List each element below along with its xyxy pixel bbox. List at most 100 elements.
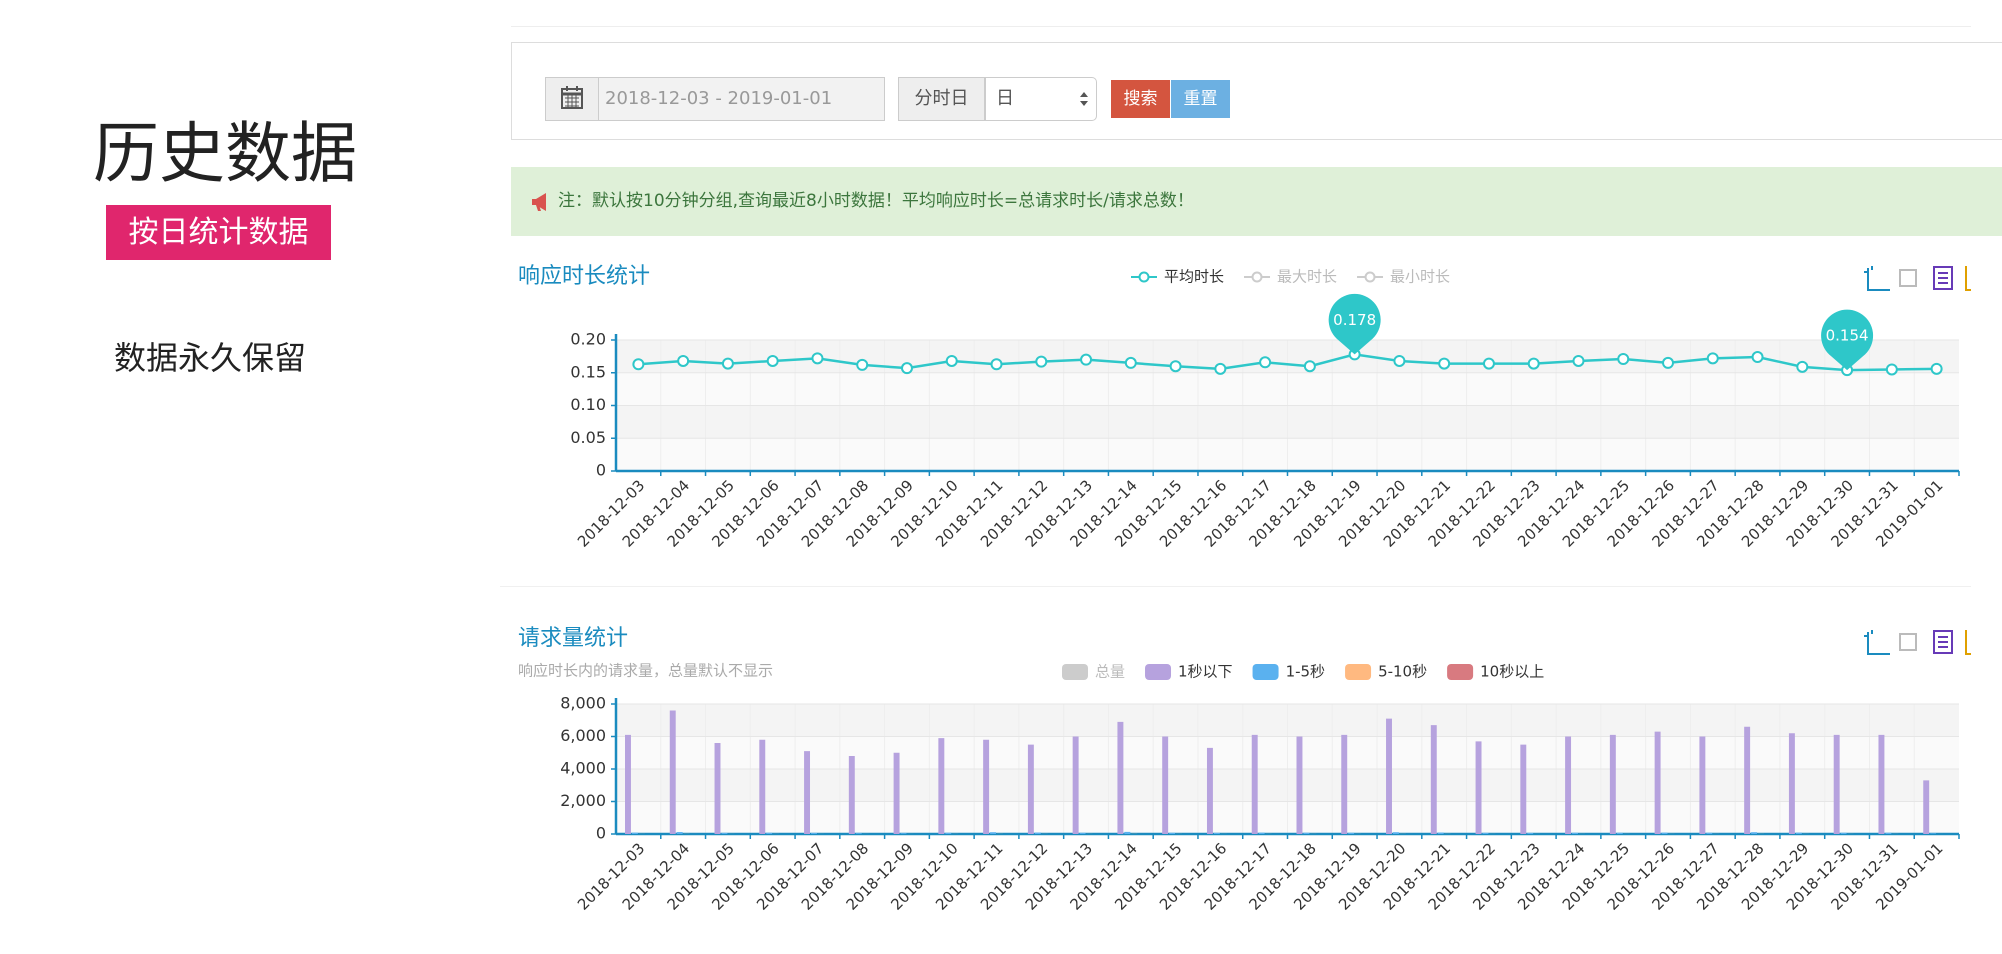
bar [855,833,862,834]
granularity-value: 日 [996,88,1014,109]
legend-label: 最小时长 [1390,268,1450,286]
granularity-select[interactable]: 日 [985,77,1097,121]
legend-icon [1447,664,1474,680]
point [1662,356,1675,369]
bar [1213,833,1220,834]
bar [1034,832,1041,834]
legend-label: 5-10秒 [1378,663,1427,681]
legend-label: 最大时长 [1277,268,1337,286]
bar [1251,734,1258,834]
bar [1437,832,1444,834]
bar [1572,832,1578,834]
point [1617,352,1630,365]
legend-icon [1252,664,1279,680]
bar [676,832,683,834]
legend-icon [1251,271,1263,283]
point [1482,357,1495,370]
point [1438,357,1451,370]
legend-label: 1-5秒 [1286,663,1326,681]
legend-icon [1345,664,1372,680]
bar [1482,833,1489,834]
chart-subtitle: 响应时长内的请求量，总量默认不显示 [518,662,773,680]
bar [1840,832,1847,834]
mark-pin [1328,293,1381,355]
bar [983,739,990,834]
chart-title: 请求量统计 [518,626,628,651]
bar [625,734,631,834]
point [1303,360,1316,373]
bar [1475,741,1482,834]
y-tick-label: 0.05 [570,428,606,447]
point [900,362,913,375]
bar [1706,832,1713,834]
bar [1430,725,1437,834]
bar [945,832,952,834]
bar [1386,718,1392,834]
bar [1303,832,1310,834]
bar [1661,832,1668,834]
bar [1878,734,1885,834]
point [1214,362,1227,375]
point [1751,351,1764,364]
bar [1885,832,1892,834]
notice-text: 注：默认按10分钟分组,查询最近8小时数据！平均响应时长=总请求时长/请求总数！ [558,191,1194,211]
y-tick-label: 0 [596,824,606,843]
bar [1744,726,1751,834]
notice [511,167,2002,236]
legend-label: 总量 [1095,663,1125,681]
bar [1527,833,1534,834]
legend-icon [1138,271,1150,283]
bar [714,743,721,834]
point [677,354,690,367]
megaphone-icon [532,193,546,211]
mark-pin [1821,309,1874,371]
bar [631,832,638,834]
point [1035,355,1048,368]
top-divider [511,26,1971,27]
select-arrows [1080,92,1088,106]
bar [759,739,766,834]
calendar-icon [561,86,583,109]
bar [1699,736,1706,834]
point [632,358,645,371]
bar [1072,736,1079,834]
sidebar-title: 历史数据 [93,115,357,192]
point [1930,362,1943,375]
bar [848,756,855,834]
bar [1341,734,1348,834]
y-tick-label: 6,000 [560,726,606,745]
y-tick-label: 0 [596,461,606,480]
bar [1923,780,1930,834]
point [990,358,1003,371]
legend-label: 10秒以上 [1480,663,1544,681]
legend-icon [1145,664,1172,680]
date-range-input[interactable]: 2018-12-03 - 2019-01-01 [599,77,885,121]
y-tick-label: 0.15 [570,362,606,381]
chart-title: 响应时长统计 [518,264,650,289]
toolbox [1864,266,1971,655]
reset-button[interactable]: 重置 [1171,80,1230,118]
search-button[interactable]: 搜索 [1111,80,1170,118]
y-tick-label: 8,000 [560,694,606,713]
filter-box [511,42,2002,140]
legend-icon [1062,664,1088,680]
bar [1027,744,1034,834]
bar [1930,833,1937,834]
point [1169,360,1182,373]
y-tick-label: 2,000 [560,791,606,810]
y-tick-label: 4,000 [560,759,606,778]
point [1124,356,1137,369]
point [945,354,958,367]
bar [1079,832,1086,834]
bar [893,752,900,834]
bar [938,738,945,834]
bar [1795,832,1802,834]
bar [766,832,773,834]
point [1885,363,1898,376]
bar [1654,731,1661,834]
mark-label: 0.154 [1826,327,1869,345]
point [1796,360,1809,373]
point [1527,357,1540,370]
